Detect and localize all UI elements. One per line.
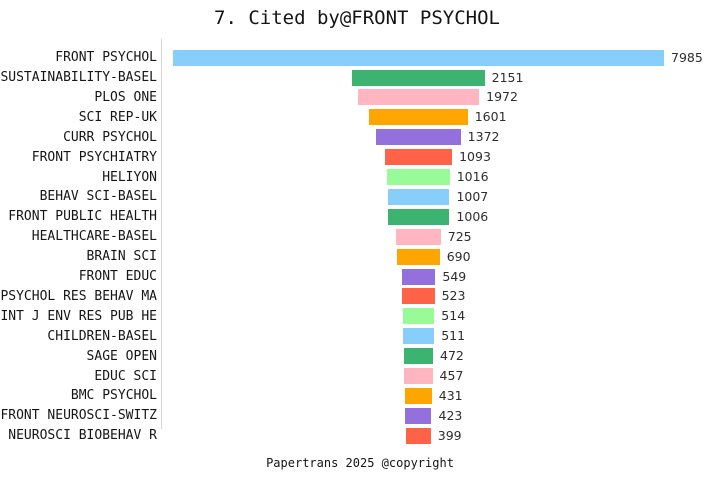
category-label: CURR PSYCHOL	[63, 129, 157, 145]
chart-title: 7. Cited by@FRONT PSYCHOL	[214, 7, 500, 29]
value-label: 7985	[671, 49, 703, 65]
bar	[397, 248, 440, 265]
category-label: EDUC SCI	[94, 368, 157, 384]
bar	[387, 169, 450, 185]
bar	[402, 288, 435, 305]
value-label: 1372	[467, 129, 500, 145]
value-label: 472	[440, 348, 464, 364]
value-label: 399	[437, 427, 462, 443]
value-label: 690	[446, 248, 471, 264]
category-label: SCI REP-UK	[78, 109, 157, 125]
bar	[405, 387, 432, 404]
bar	[406, 427, 431, 444]
category-label: FRONT NEUROSCI-SWITZ	[0, 408, 157, 424]
category-label: FRONT EDUC	[78, 269, 157, 284]
category-label: BEHAV SCI-BASEL	[39, 189, 157, 205]
value-label: 1006	[456, 208, 489, 224]
category-label: BRAIN SCI	[86, 249, 157, 265]
bar	[403, 348, 433, 365]
bar	[402, 328, 435, 345]
bar	[405, 407, 432, 424]
value-label: 457	[439, 368, 464, 383]
value-label: 423	[438, 407, 463, 423]
bar	[387, 208, 450, 225]
value-label: 523	[441, 288, 466, 304]
category-label: FRONT PSYCHOL	[55, 50, 157, 66]
value-label: 2151	[491, 69, 524, 85]
category-label: PSYCHOL RES BEHAV MA	[0, 288, 157, 304]
value-label: 1601	[474, 109, 507, 125]
bar	[402, 308, 435, 325]
category-label: HEALTHCARE-BASEL	[31, 229, 157, 245]
category-label: FRONT PSYCHIATRY	[31, 149, 157, 165]
bar	[396, 228, 441, 245]
bar	[401, 268, 436, 285]
bar	[387, 188, 450, 205]
category-label: NEUROSCI BIOBEHAV R	[8, 428, 157, 444]
bar	[352, 69, 485, 86]
category-label: PLOS ONE	[94, 89, 157, 105]
category-label: HELIYON	[102, 169, 157, 185]
category-label: BMC PSYCHOL	[70, 388, 157, 404]
category-label: FRONT PUBLIC HEALTH	[8, 209, 157, 225]
bar	[384, 149, 453, 166]
value-label: 725	[447, 228, 472, 244]
value-label: 511	[441, 328, 466, 344]
value-label: 1016	[456, 169, 489, 184]
value-label: 1972	[486, 89, 518, 105]
category-label: SUSTAINABILITY-BASEL	[0, 70, 157, 85]
bar	[369, 109, 468, 126]
bar	[357, 89, 480, 106]
category-label: CHILDREN-BASEL	[47, 328, 157, 344]
category-label: INT J ENV RES PUB HE	[0, 308, 157, 324]
value-label: 1093	[459, 149, 491, 165]
bar	[404, 368, 433, 384]
value-label: 431	[438, 387, 463, 403]
category-label: SAGE OPEN	[86, 348, 157, 364]
bar	[173, 49, 664, 66]
y-axis-line	[160, 39, 162, 429]
value-label: 1007	[456, 188, 489, 204]
bar	[376, 129, 461, 146]
value-label: 514	[441, 308, 466, 324]
value-label: 549	[442, 268, 467, 284]
footer-credit: Papertrans 2025 @copyright	[266, 456, 454, 470]
